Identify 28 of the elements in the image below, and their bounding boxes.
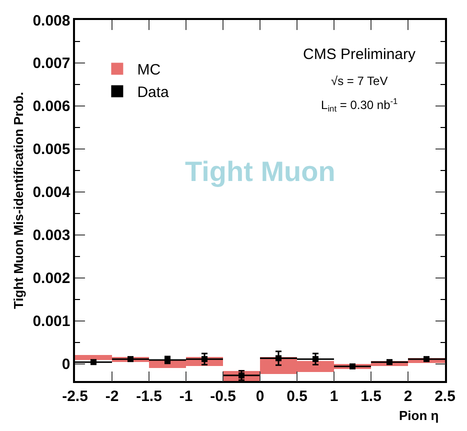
x-tick-label: 2.5 — [434, 388, 456, 405]
x-tick-label: 1 — [330, 388, 338, 405]
annotation: Tight Muon — [185, 156, 336, 187]
legend-label: MC — [137, 62, 161, 79]
x-tick-label: -2 — [105, 388, 119, 405]
x-tick-label: 1.5 — [360, 388, 382, 405]
annotation: √s = 7 TeV — [331, 74, 388, 88]
legend-label: Data — [137, 84, 170, 102]
y-tick-label: 0.006 — [32, 98, 70, 116]
x-tick-label: -1.5 — [136, 388, 162, 405]
annotation: L$_{int}$ = 0.30 nb$^{-1}$ — [321, 96, 398, 114]
y-tick-label: 0.001 — [32, 313, 70, 330]
y-tick-label: 0.003 — [32, 227, 70, 244]
y-tick-label: 0 — [62, 356, 70, 374]
y-tick-label: 0.005 — [32, 141, 70, 158]
x-tick-label: -1 — [179, 388, 193, 405]
y-tick-label: 0.007 — [32, 55, 70, 72]
x-tick-label: 0 — [256, 388, 264, 405]
x-tick-label: -2.5 — [62, 388, 88, 405]
x-tick-label: 2 — [404, 388, 412, 405]
y-tick-label: 0.004 — [32, 184, 71, 202]
annotation: CMS Preliminary — [303, 46, 416, 63]
y-tick-label: 0.002 — [32, 270, 70, 288]
x-axis-title: Pion η — [399, 408, 439, 423]
x-tick-label: -0.5 — [210, 388, 236, 405]
y-axis-title: Tight Muon Mis-identification Prob. — [11, 92, 26, 310]
y-tick-label: 0.008 — [32, 12, 70, 30]
x-tick-label: 0.5 — [286, 388, 308, 405]
